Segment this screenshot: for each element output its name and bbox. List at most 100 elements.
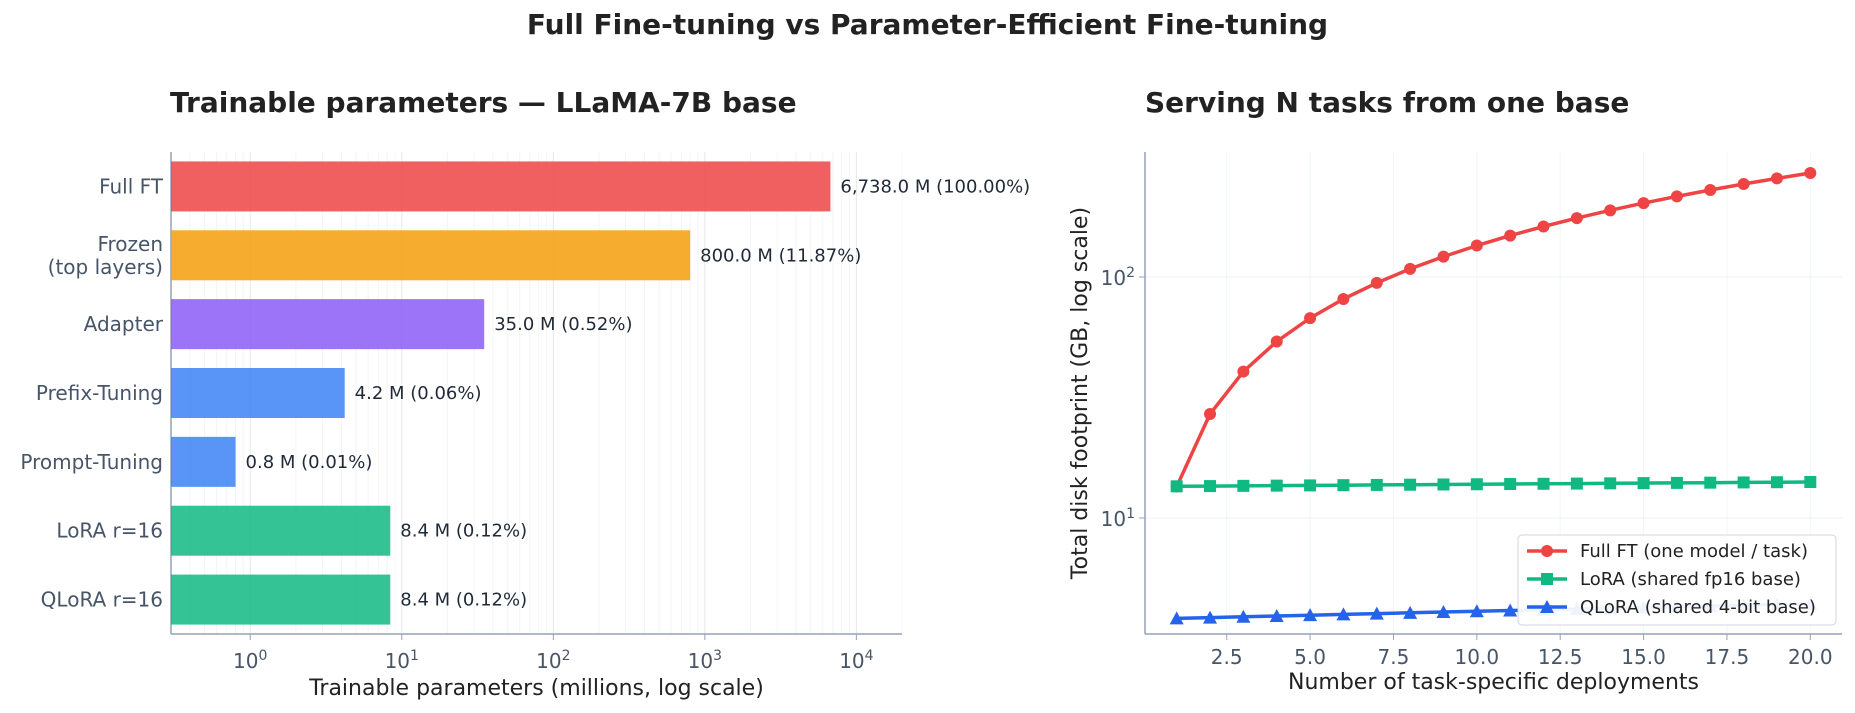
bar-data-label: 4.2 M (0.06%) — [355, 383, 482, 404]
series-1-point — [1470, 239, 1483, 252]
figure-title: Full Fine-tuning vs Parameter-Efficient … — [526, 8, 1329, 41]
series-1-point — [1337, 293, 1350, 306]
left-chart-title: Trainable parameters — LLaMA-7B base — [170, 86, 797, 119]
bar-data-label: 800.0 M (11.87%) — [700, 245, 861, 266]
series-1-point — [1204, 408, 1217, 421]
right-chart-title: Serving N tasks from one base — [1145, 86, 1630, 119]
y-tick-label: Prompt-Tuning — [20, 450, 163, 474]
y-tick-label: 101 — [1101, 506, 1135, 531]
series-1-point — [1737, 178, 1750, 191]
y-tick-label: Full FT — [99, 174, 164, 198]
x-tick-label: 15.0 — [1621, 645, 1666, 669]
series-1-point — [1270, 335, 1283, 348]
series-1-point — [1704, 184, 1717, 197]
series-1-point — [1237, 365, 1250, 378]
series-3-point — [1303, 608, 1318, 622]
series-2-point — [1804, 476, 1817, 489]
series-1-point — [1370, 276, 1383, 289]
x-tick-label: 102 — [536, 648, 570, 673]
series-3-point — [1503, 603, 1518, 617]
legend-label-2: LoRA (shared fp16 base) — [1580, 569, 1801, 590]
y-tick-label: QLoRA r=16 — [41, 588, 163, 612]
series-1-point — [1804, 167, 1817, 180]
series-2-point — [1370, 478, 1383, 491]
series-1-point — [1637, 197, 1650, 210]
series-2-point — [1237, 479, 1250, 492]
series-3-point — [1236, 609, 1251, 623]
series-1-point — [1604, 204, 1617, 217]
left-x-axis-label: Trainable parameters (millions, log scal… — [308, 676, 764, 701]
series-1-point — [1770, 172, 1783, 185]
series-2-point — [1337, 479, 1350, 492]
series-2-point — [1770, 476, 1783, 489]
series-1-point — [1537, 220, 1550, 233]
bar-2 — [171, 230, 691, 281]
legend-marker-2 — [1541, 573, 1553, 585]
series-3-point — [1469, 604, 1484, 618]
series-1-point — [1670, 190, 1683, 203]
x-tick-label: 2.5 — [1211, 645, 1243, 669]
series-2-point — [1570, 477, 1583, 490]
x-tick-label: 7.5 — [1378, 645, 1410, 669]
x-tick-label: 100 — [233, 648, 267, 673]
y-tick-label: Adapter — [84, 312, 164, 336]
series-2-point — [1537, 477, 1550, 490]
right-y-axis-label: Total disk footprint (GB, log scale) — [1068, 207, 1093, 580]
bar-data-label: 8.4 M (0.12%) — [400, 590, 527, 611]
bar-data-label: 0.8 M (0.01%) — [246, 452, 373, 473]
bar-data-label: 8.4 M (0.12%) — [400, 521, 527, 542]
bar-5 — [171, 436, 236, 487]
series-2-point — [1737, 476, 1750, 489]
x-tick-label: 20.0 — [1788, 645, 1833, 669]
legend-label-3: QLoRA (shared 4-bit base) — [1580, 597, 1816, 618]
legend-box — [1517, 534, 1837, 626]
series-3-point — [1369, 606, 1384, 620]
series-2-point — [1170, 480, 1183, 493]
bar-data-label: 6,738.0 M (100.00%) — [840, 176, 1030, 197]
series-2-point — [1304, 479, 1317, 492]
series-2-point — [1637, 477, 1650, 490]
bar-4 — [171, 368, 345, 418]
series-2-point — [1670, 476, 1683, 489]
series-2-point — [1437, 478, 1450, 491]
x-tick-label: 103 — [688, 648, 722, 673]
bar-6 — [171, 505, 391, 556]
series-3-point — [1403, 605, 1418, 619]
y-tick-label: Prefix-Tuning — [36, 381, 163, 405]
legend-marker-3 — [1540, 600, 1554, 613]
series-3-point — [1203, 610, 1218, 624]
y-tick-label: LoRA r=16 — [56, 519, 163, 543]
y-tick-label: Frozen — [97, 232, 163, 256]
y-tick-label: 102 — [1101, 265, 1135, 290]
series-3-point — [1269, 608, 1284, 622]
series-2-point — [1404, 478, 1417, 491]
series-line-1 — [1175, 171, 1811, 488]
x-tick-label: 10.0 — [1455, 645, 1500, 669]
series-1-point — [1404, 262, 1417, 275]
bar-3 — [171, 299, 485, 350]
bar-1 — [171, 161, 831, 212]
series-2-point — [1704, 476, 1717, 489]
x-tick-label: 12.5 — [1538, 645, 1583, 669]
y-tick-label: (top layers) — [48, 255, 163, 279]
bar-data-label: 35.0 M (0.52%) — [494, 314, 632, 335]
series-3-point — [1169, 611, 1184, 625]
series-1-point — [1304, 312, 1317, 325]
x-tick-label: 101 — [385, 648, 419, 673]
bar-7 — [171, 574, 391, 625]
legend-marker-1 — [1541, 545, 1553, 557]
right-x-axis-label: Number of task-specific deployments — [1288, 670, 1699, 695]
series-2-point — [1604, 477, 1617, 490]
legend-label-1: Full FT (one model / task) — [1580, 541, 1808, 562]
series-2-point — [1270, 479, 1283, 492]
series-3-point — [1436, 605, 1451, 619]
series-2-point — [1470, 478, 1483, 491]
series-2-point — [1204, 480, 1217, 493]
series-1-point — [1570, 212, 1583, 225]
x-tick-label: 104 — [839, 648, 873, 673]
series-1-point — [1504, 229, 1517, 242]
x-tick-label: 17.5 — [1705, 645, 1750, 669]
series-2-point — [1504, 478, 1517, 491]
series-3-point — [1336, 607, 1351, 621]
